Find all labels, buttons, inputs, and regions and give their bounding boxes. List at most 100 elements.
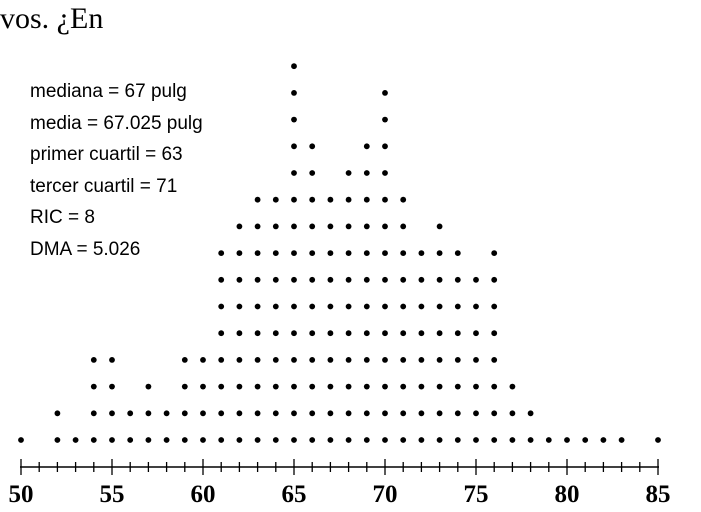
dot-78-2 xyxy=(527,410,534,417)
tick-label-75: 75 xyxy=(464,481,489,508)
dot-71-1 xyxy=(400,437,407,443)
dot-62-8 xyxy=(236,250,243,256)
dot-64-4 xyxy=(272,357,279,363)
stat-third-quartile: tercer cuartil = 71 xyxy=(30,175,178,197)
dot-64-8 xyxy=(272,250,279,256)
dot-56-2 xyxy=(127,410,134,417)
dot-74-6 xyxy=(454,303,461,310)
dot-65-7 xyxy=(291,276,297,283)
dot-72-6 xyxy=(418,303,425,310)
dot-65-6 xyxy=(291,303,297,310)
dot-54-4 xyxy=(90,357,97,363)
dot-82-1 xyxy=(600,437,607,443)
dot-60-4 xyxy=(200,357,206,363)
dot-61-3 xyxy=(218,383,225,390)
dot-67-2 xyxy=(327,410,334,417)
dot-74-4 xyxy=(454,357,461,363)
dot-81-1 xyxy=(582,437,589,443)
dot-71-6 xyxy=(400,303,407,310)
dot-75-3 xyxy=(473,383,479,390)
dot-71-4 xyxy=(400,357,407,363)
dot-75-5 xyxy=(473,330,479,337)
dot-73-5 xyxy=(436,330,443,337)
dot-66-12 xyxy=(309,143,316,150)
dot-76-3 xyxy=(491,383,498,390)
dot-70-5 xyxy=(382,330,388,337)
dot-69-9 xyxy=(363,223,370,230)
dot-73-6 xyxy=(436,303,443,310)
dot-70-4 xyxy=(382,357,388,363)
dot-68-7 xyxy=(345,276,352,283)
dot-68-6 xyxy=(345,303,352,310)
dot-68-10 xyxy=(345,196,352,203)
dot-66-5 xyxy=(309,330,316,337)
dot-70-2 xyxy=(382,410,388,417)
dot-65-13 xyxy=(291,116,297,123)
dot-58-1 xyxy=(163,437,170,443)
dot-73-7 xyxy=(436,276,443,283)
dot-69-5 xyxy=(363,330,370,337)
dot-75-1 xyxy=(473,437,479,443)
dot-71-8 xyxy=(400,250,407,256)
tick-label-60: 60 xyxy=(191,481,216,508)
dot-75-2 xyxy=(473,410,479,417)
dot-74-5 xyxy=(454,330,461,337)
dot-76-1 xyxy=(491,437,498,443)
dot-70-10 xyxy=(382,196,388,203)
dot-63-8 xyxy=(254,250,261,256)
dot-61-7 xyxy=(218,276,225,283)
dot-62-3 xyxy=(236,383,243,390)
dot-54-1 xyxy=(90,437,97,443)
dot-64-1 xyxy=(272,437,279,443)
dot-69-7 xyxy=(363,276,370,283)
dot-71-2 xyxy=(400,410,407,417)
dot-76-6 xyxy=(491,303,498,310)
dot-76-7 xyxy=(491,276,498,283)
dot-77-2 xyxy=(509,410,516,417)
dot-57-3 xyxy=(145,383,152,390)
dot-65-14 xyxy=(291,90,297,96)
dot-69-4 xyxy=(363,357,370,363)
dot-63-2 xyxy=(254,410,261,417)
dot-71-10 xyxy=(400,196,407,203)
tick-label-80: 80 xyxy=(555,481,580,508)
dot-72-1 xyxy=(418,437,425,443)
dot-65-5 xyxy=(291,330,297,337)
dot-61-8 xyxy=(218,250,225,256)
dot-57-2 xyxy=(145,410,152,417)
dot-64-3 xyxy=(272,383,279,390)
stat-iqr: RIC = 8 xyxy=(30,207,95,228)
dot-67-10 xyxy=(327,196,334,203)
dot-62-5 xyxy=(236,330,243,337)
dot-62-4 xyxy=(236,357,243,363)
dot-65-12 xyxy=(291,143,297,150)
dot-80-1 xyxy=(564,437,570,443)
text-fragment: vos. ¿En xyxy=(0,2,104,35)
dot-69-2 xyxy=(363,410,370,417)
dot-66-8 xyxy=(309,250,316,256)
dot-66-4 xyxy=(309,357,316,363)
dot-85-1 xyxy=(655,437,661,443)
dot-70-1 xyxy=(382,437,388,443)
dot-77-3 xyxy=(509,383,516,390)
dot-75-4 xyxy=(473,357,479,363)
dot-66-11 xyxy=(309,170,316,176)
dot-66-2 xyxy=(309,410,316,417)
dot-71-3 xyxy=(400,383,407,390)
dot-70-13 xyxy=(382,116,388,123)
dot-58-2 xyxy=(163,410,170,417)
dot-78-1 xyxy=(527,437,534,443)
dot-68-5 xyxy=(345,330,352,337)
stat-mad: DMA = 5.026 xyxy=(30,238,141,260)
dot-65-10 xyxy=(291,196,297,203)
dot-74-1 xyxy=(454,437,461,443)
dot-76-8 xyxy=(491,250,498,256)
dot-62-2 xyxy=(236,410,243,417)
dot-63-6 xyxy=(254,303,261,310)
dot-61-1 xyxy=(218,437,225,443)
dot-74-7 xyxy=(454,276,461,283)
dot-70-7 xyxy=(382,276,388,283)
dot-72-3 xyxy=(418,383,425,390)
dot-55-2 xyxy=(109,410,115,417)
